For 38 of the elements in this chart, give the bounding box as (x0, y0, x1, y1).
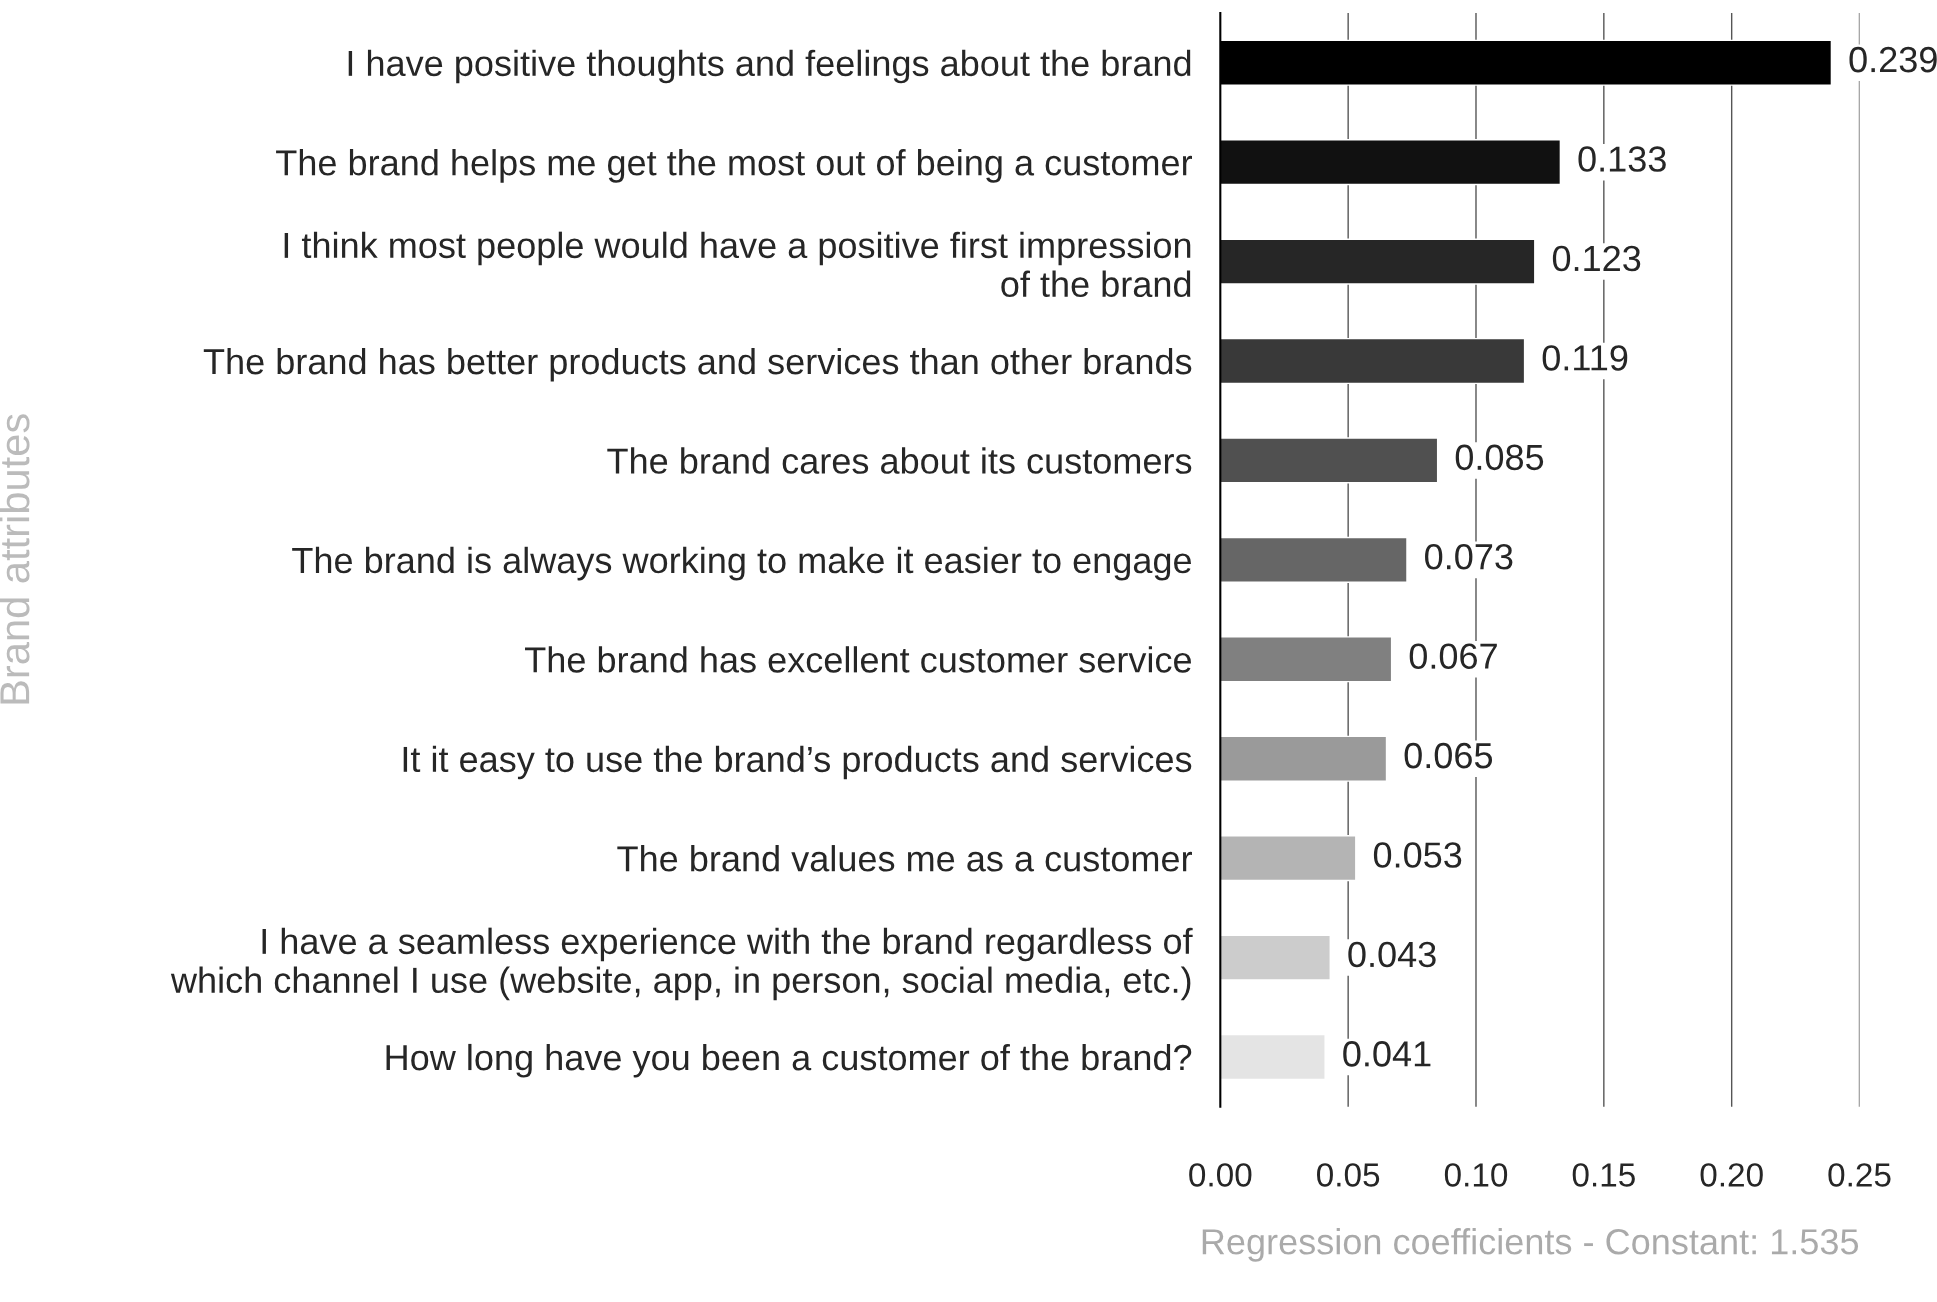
bar (1220, 735, 1388, 782)
data-label: 0.123 (1552, 245, 1641, 272)
data-label: 0.119 (1542, 345, 1628, 371)
y-tick-label: The brand is always working to make it easier to engage (292, 546, 1191, 581)
bar (1220, 139, 1562, 186)
data-label: 0.239 (1849, 46, 1937, 73)
y-tick-label: The brand has excellent customer service (525, 646, 1191, 673)
text: 0.10 (1444, 1163, 1508, 1187)
bar (1220, 1033, 1326, 1081)
y-tick-label: I have positive thoughts and feelings about the brand (348, 49, 1191, 84)
bar (1220, 636, 1393, 683)
data-label: 0.043 (1348, 941, 1436, 968)
text: 0.00 (1189, 1163, 1252, 1187)
bar (1220, 238, 1536, 285)
y-tick-label: I have a seamless experience with the brand regardless of which channel I use (website, app, in person, social media, etc.) (170, 927, 1193, 1001)
x-axis-title: Regression coefficients - Constant: 1.535 (1202, 1228, 1859, 1262)
y-tick-label: I think most people would have a positive first impression of the brand (284, 231, 1191, 298)
y-tick-label: It it easy to use the brand’s products and services (403, 745, 1192, 780)
text: 0.25 (1828, 1163, 1891, 1187)
data-label: 0.065 (1404, 742, 1493, 769)
bar (1220, 337, 1526, 385)
text: 0.15 (1572, 1163, 1635, 1187)
y-tick-label: The brand cares about its customers (607, 447, 1192, 474)
data-label: 0.053 (1373, 842, 1462, 868)
y-tick-label: How long have you been a customer of the brand? (386, 1043, 1192, 1078)
data-label: 0.133 (1578, 146, 1666, 172)
y-tick-label: The brand helps me get the most out of being a customer (276, 149, 1193, 183)
bar (1220, 934, 1331, 981)
bar (1220, 835, 1357, 882)
data-label: 0.067 (1409, 643, 1497, 669)
y-tick-label: The brand values me as a customer (617, 845, 1192, 872)
data-label: 0.085 (1455, 444, 1544, 471)
text: 0.05 (1317, 1163, 1380, 1187)
bar (1220, 536, 1408, 583)
data-label: 0.041 (1343, 1041, 1431, 1067)
data-label: 0.073 (1425, 543, 1513, 570)
y-tick-label: The brand has better products and services than other brands (203, 347, 1192, 382)
text: 0.20 (1700, 1163, 1763, 1187)
